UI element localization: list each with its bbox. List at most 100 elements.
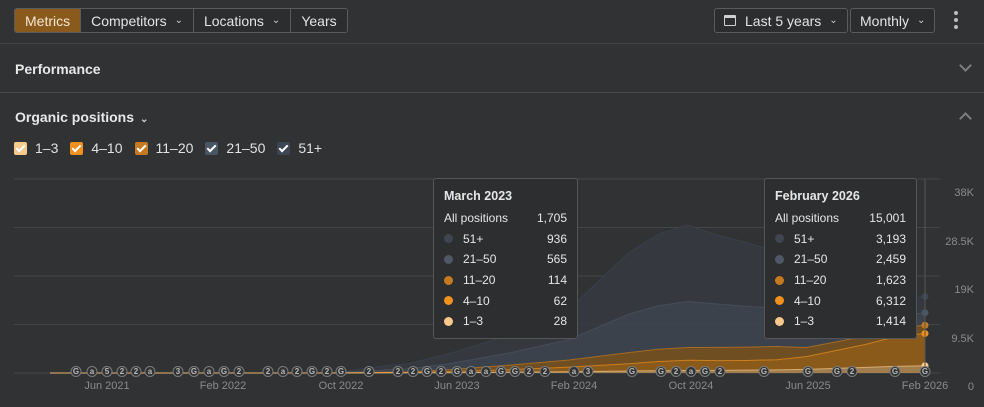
google-update-marker-icon[interactable]: G [831, 366, 843, 377]
series-dot-icon [444, 296, 453, 306]
tab-label: Competitors [91, 12, 167, 29]
tooltip-row: 4–10 6,312 [775, 290, 906, 311]
tab-locations[interactable]: Locations ⌄ [193, 9, 292, 32]
series-dot-icon [444, 254, 453, 264]
google-update-marker-icon[interactable]: G [626, 366, 638, 377]
row-label: 21–50 [794, 252, 828, 267]
annotation-marker-icon[interactable]: 2 [435, 366, 447, 377]
legend-item-1-3[interactable]: 1–3 [14, 140, 58, 156]
google-update-marker-icon[interactable]: G [699, 366, 711, 377]
row-label: 51+ [463, 231, 484, 246]
tab-competitors[interactable]: Competitors ⌄ [81, 9, 194, 32]
chevron-up-icon[interactable] [959, 112, 972, 125]
series-legend: 1–3 4–10 11–20 21–50 51+ [14, 140, 322, 156]
legend-label: 11–20 [155, 140, 194, 156]
legend-item-21-50[interactable]: 21–50 [205, 140, 265, 156]
tooltip-row: 21–50 2,459 [775, 249, 906, 270]
annotation-marker-icon[interactable]: 2 [407, 366, 419, 377]
annotation-marker-icon[interactable]: 2 [262, 366, 274, 377]
google-update-marker-icon[interactable]: G [306, 366, 318, 377]
annotation-marker-icon[interactable]: 2 [846, 366, 858, 377]
chevron-down-icon: ⌄ [174, 15, 183, 26]
tab-metrics[interactable]: Metrics [15, 9, 82, 32]
google-update-marker-icon[interactable]: G [919, 366, 931, 377]
row-label: 51+ [794, 231, 815, 246]
tooltip-row: 11–20 114 [444, 270, 567, 291]
chevron-down-icon[interactable] [959, 59, 972, 72]
tooltip-row: 1–3 28 [444, 311, 567, 332]
series-dot-icon [775, 316, 784, 326]
row-label: 1–3 [463, 314, 484, 329]
google-update-marker-icon[interactable]: G [655, 366, 667, 377]
annotation-marker-icon[interactable]: a [568, 366, 580, 377]
google-update-marker-icon[interactable]: G [188, 366, 200, 377]
annotation-marker-icon[interactable]: 2 [670, 366, 682, 377]
annotation-marker-icon[interactable]: 2 [116, 366, 128, 377]
row-label: 11–20 [794, 273, 827, 288]
performance-section[interactable]: Performance [0, 45, 984, 93]
organic-positions-chart[interactable]: 38K 28.5K 19K 9.5K 0 Jun 2021 Feb 2022 O… [0, 170, 984, 407]
tooltip-row: 11–20 1,623 [775, 270, 906, 291]
annotation-marker-icon[interactable]: a [277, 366, 289, 377]
annotation-marker-icon[interactable]: 2 [130, 366, 142, 377]
annotation-marker-icon[interactable]: 3 [172, 366, 184, 377]
row-label: All positions [444, 211, 509, 226]
chevron-down-icon: ⌄ [271, 15, 281, 26]
calendar-icon [724, 15, 736, 26]
organic-positions-title[interactable]: Organic positions ⌄ [15, 109, 148, 125]
google-update-marker-icon[interactable]: G [335, 366, 347, 377]
date-range-dropdown[interactable]: Last 5 years ⌄ [714, 8, 848, 33]
organic-positions-label: Organic positions [15, 109, 135, 125]
annotation-marker-icon[interactable]: 3 [582, 366, 594, 377]
tooltip-row: 51+ 3,193 [775, 229, 906, 250]
google-update-marker-icon[interactable]: G [758, 366, 770, 377]
toolbar: Metrics Competitors ⌄ Locations ⌄ Years La… [0, 0, 984, 44]
google-update-marker-icon[interactable]: G [509, 366, 521, 377]
row-label: 21–50 [463, 252, 497, 267]
annotation-marker-icon[interactable]: 5 [101, 366, 113, 377]
annotation-marker-icon[interactable]: 2 [321, 366, 333, 377]
annotation-marker-icon[interactable]: a [86, 366, 98, 377]
annotation-marker-icon[interactable]: a [144, 366, 156, 377]
legend-item-51-plus[interactable]: 51+ [277, 140, 322, 156]
google-update-marker-icon[interactable]: G [451, 366, 463, 377]
granularity-dropdown[interactable]: Monthly ⌄ [850, 8, 936, 33]
x-tick: Jun 2023 [434, 380, 480, 392]
checkbox-icon[interactable] [277, 141, 291, 155]
row-value: 28 [553, 314, 567, 329]
tooltip-title: March 2023 [444, 189, 513, 203]
annotation-marker-icon[interactable]: 2 [523, 366, 535, 377]
annotation-marker-icon[interactable]: 2 [291, 366, 303, 377]
google-update-marker-icon[interactable]: G [802, 366, 814, 377]
x-tick: Oct 2024 [668, 380, 714, 392]
row-value: 62 [553, 293, 567, 308]
x-tick: Jun 2025 [785, 380, 831, 392]
annotation-marker-icon[interactable]: a [480, 366, 492, 377]
google-update-marker-icon[interactable]: G [70, 366, 82, 377]
google-update-marker-icon[interactable]: G [421, 366, 433, 377]
google-update-marker-icon[interactable]: G [495, 366, 507, 377]
annotation-marker-icon[interactable]: 2 [233, 366, 245, 377]
annotation-marker-icon[interactable]: 2 [714, 366, 726, 377]
annotation-marker-icon[interactable]: a [203, 366, 215, 377]
checkbox-icon[interactable] [14, 141, 27, 155]
tab-years[interactable]: Years [291, 9, 347, 32]
kebab-menu-icon[interactable] [952, 11, 960, 29]
checkbox-icon[interactable] [70, 141, 84, 155]
tooltip-february-2026: February 2026 All positions 15,001 51+ 3,1… [764, 178, 917, 339]
legend-label: 21–50 [226, 140, 266, 156]
annotation-marker-icon[interactable]: 2 [392, 366, 404, 377]
annotation-marker-icon[interactable]: 2 [363, 366, 375, 377]
legend-item-4-10[interactable]: 4–10 [70, 140, 123, 156]
google-update-marker-icon[interactable]: G [218, 366, 230, 377]
checkbox-icon[interactable] [205, 141, 219, 155]
google-update-marker-icon[interactable]: G [889, 366, 901, 377]
chevron-down-icon: ⌄ [829, 15, 838, 26]
annotation-marker-icon[interactable]: 2 [539, 366, 551, 377]
series-dot-icon [444, 275, 453, 285]
annotation-marker-icon[interactable]: a [465, 366, 477, 377]
annotation-marker-icon[interactable]: a [685, 366, 697, 377]
row-value: 114 [547, 273, 567, 288]
legend-item-11-20[interactable]: 11–20 [134, 140, 194, 156]
checkbox-icon[interactable] [134, 141, 148, 155]
